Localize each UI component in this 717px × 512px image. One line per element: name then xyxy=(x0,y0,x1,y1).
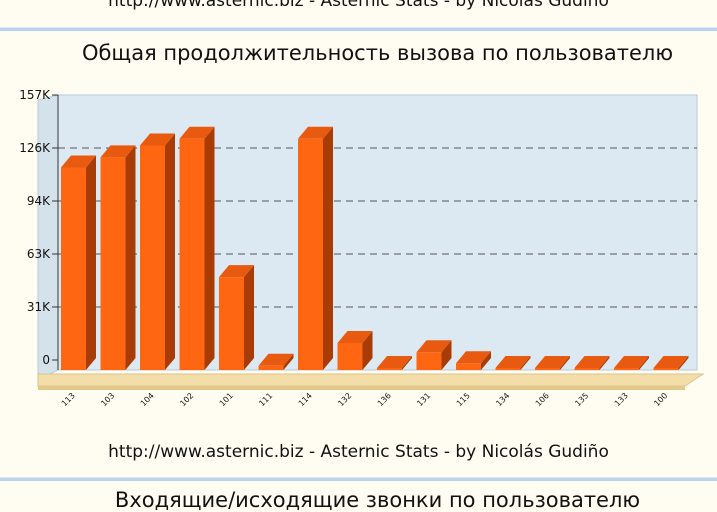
bar-side xyxy=(402,356,412,370)
chart-floor-front xyxy=(38,386,685,390)
bar xyxy=(535,368,560,370)
y-tick-label: 0 xyxy=(42,353,50,367)
bar-top xyxy=(140,133,175,146)
bar-top xyxy=(614,356,649,368)
x-tick-label: 132 xyxy=(336,391,353,408)
bar-side xyxy=(520,356,531,370)
divider xyxy=(0,27,717,31)
bar-top xyxy=(456,351,491,364)
y-tick-label: 126K xyxy=(19,141,51,155)
bar xyxy=(456,363,481,370)
bar xyxy=(653,368,679,370)
x-tick-label: 103 xyxy=(99,391,116,408)
bar xyxy=(337,342,363,370)
bar-top xyxy=(219,265,254,278)
x-tick-label: 136 xyxy=(376,391,393,408)
plot-side-wall xyxy=(37,94,59,381)
x-tick-label: 104 xyxy=(139,391,156,408)
bar-top xyxy=(337,330,373,343)
bar xyxy=(219,277,244,370)
chart-title: Общая продолжительность вызова по пользо… xyxy=(81,41,674,65)
divider xyxy=(0,477,717,481)
bar-side xyxy=(244,265,254,370)
bar xyxy=(179,138,205,370)
credit-text: http://www.asternic.biz - Asternic Stats… xyxy=(108,442,609,462)
gridlines xyxy=(58,147,697,308)
bar xyxy=(298,138,323,370)
credit-text-top: http://www.asternic.biz - Asternic Stats… xyxy=(108,0,609,11)
y-tick-label: 157K xyxy=(19,88,51,102)
x-tick-label: 111 xyxy=(257,391,274,408)
bar xyxy=(377,368,402,370)
bar-top xyxy=(61,155,96,168)
bar-top xyxy=(258,353,294,366)
bar-top xyxy=(377,356,412,368)
y-tick-label: 94K xyxy=(27,194,51,208)
x-tick-label: 134 xyxy=(494,391,511,408)
bar-top xyxy=(653,356,689,368)
bars xyxy=(61,126,689,370)
x-tick-label: 114 xyxy=(297,391,314,408)
x-tick-label: 106 xyxy=(534,391,551,408)
bar-top xyxy=(298,126,333,139)
x-tick-label: 131 xyxy=(415,391,432,408)
x-tick-label: 115 xyxy=(455,391,472,408)
bar-side xyxy=(441,340,452,370)
bar-side xyxy=(204,126,215,370)
bar-side xyxy=(560,356,570,370)
bar xyxy=(140,145,165,370)
x-tick-label: 135 xyxy=(573,391,590,408)
bar xyxy=(614,368,639,370)
chart-floor-top xyxy=(37,373,705,387)
bar xyxy=(61,167,86,370)
bar xyxy=(258,365,284,370)
bar-side xyxy=(86,155,96,370)
bar-chart: 0 31K 63K 94K 126K 157K 113 103 104 102 101 111 114… xyxy=(19,88,705,408)
bar-side xyxy=(639,356,649,370)
bar xyxy=(574,368,600,370)
bar-side xyxy=(283,353,294,370)
x-tick-label: 102 xyxy=(178,391,195,408)
bar-top xyxy=(100,145,136,158)
bar-top xyxy=(574,356,610,368)
plot-area xyxy=(37,94,698,381)
bar-top xyxy=(495,356,531,368)
bar xyxy=(416,352,442,370)
x-tick-label: 101 xyxy=(218,391,235,408)
bar-side xyxy=(125,145,136,370)
next-chart-title: Входящие/исходящие звонки по пользовател… xyxy=(114,488,641,512)
bar xyxy=(100,157,126,370)
y-tick-label: 63K xyxy=(27,247,51,261)
chart-floor xyxy=(37,373,705,390)
x-tick-label: 100 xyxy=(652,391,669,408)
bar-side xyxy=(323,126,333,370)
bar-side xyxy=(481,351,491,370)
bar-side xyxy=(678,356,689,370)
bar-side xyxy=(599,356,610,370)
bar xyxy=(495,368,521,370)
bar-top xyxy=(535,356,570,368)
bar-top xyxy=(179,126,215,139)
x-tick-label: 113 xyxy=(60,391,77,408)
x-axis: 113 103 104 102 101 111 114 132 136 131 115 134 106 1… xyxy=(60,391,670,408)
bar-side xyxy=(362,330,373,370)
bar-top xyxy=(416,340,452,353)
y-tick-label: 31K xyxy=(27,300,51,314)
bar-side xyxy=(165,133,175,370)
y-axis: 0 31K 63K 94K 126K 157K xyxy=(19,88,59,370)
x-tick-label: 133 xyxy=(613,391,630,408)
